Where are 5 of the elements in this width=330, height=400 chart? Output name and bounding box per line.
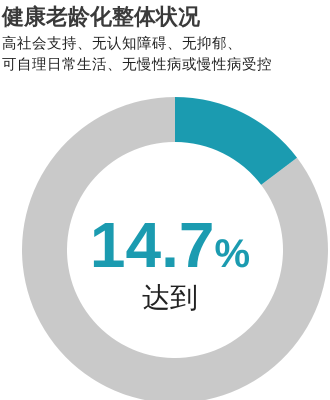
text: 14.7% xyxy=(90,209,250,281)
chart-title: 健康老龄化整体状况 xyxy=(2,4,200,32)
text: 达到 xyxy=(142,281,198,314)
donut-slice xyxy=(175,97,298,185)
chart-subtitle: 高社会支持、无认知障碍、无抑郁、可自理日常生活、无慢性病或慢性病受控 xyxy=(2,34,272,75)
